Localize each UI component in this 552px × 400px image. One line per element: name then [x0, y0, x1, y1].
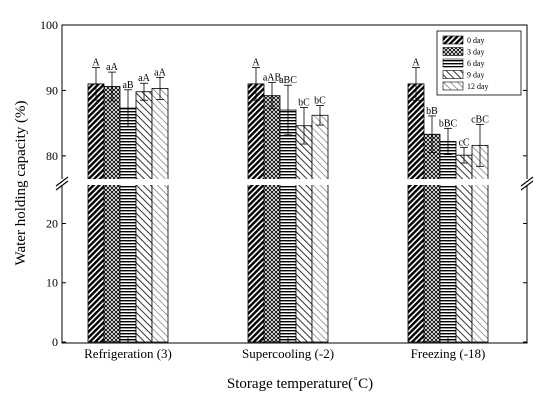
axis-ticks-layer: 0 10 20 80 90 100 Refrigeration (3) Supercoolin… [40, 18, 527, 361]
significance-label: cC [458, 137, 469, 148]
y-tick-label: 80 [46, 149, 58, 163]
legend-label: 9 day [467, 71, 485, 80]
legend-label: 12 day [467, 82, 489, 91]
y-tick-label: 100 [40, 18, 58, 32]
bar [119, 107, 137, 343]
bar [279, 109, 297, 343]
x-tick-label: Supercooling (-2) [242, 346, 334, 361]
axis-break-gap [52, 179, 539, 185]
legend-label: 0 day [467, 36, 485, 45]
legend-label: 3 day [467, 48, 485, 57]
legend-swatch [442, 58, 464, 68]
significance-label: bBC [439, 118, 458, 129]
x-axis-title: Storage temperature(˚C) [227, 376, 373, 392]
bar [407, 83, 425, 343]
legend-swatch [442, 47, 464, 56]
y-tick-label: 90 [46, 83, 58, 97]
bar [87, 83, 105, 343]
bar [263, 95, 281, 343]
bar [423, 133, 441, 343]
x-tick-label: Freezing (-18) [411, 346, 486, 361]
significance-label: aA [106, 62, 118, 73]
y-tick-label: 10 [46, 276, 58, 290]
bar [135, 91, 153, 343]
legend-swatch [442, 35, 464, 45]
legend-swatch [442, 70, 464, 79]
y-axis-title: Water holding capacity (%) [13, 101, 29, 266]
significance-label: A [92, 58, 100, 69]
significance-label: bC [314, 95, 326, 106]
significance-label: cBC [471, 114, 489, 125]
bar [247, 83, 265, 343]
significance-label: A [252, 58, 260, 69]
axis-break-marks [55, 176, 534, 191]
y-tick-label: 20 [46, 216, 58, 230]
significance-labels-layer: A A AaA aAB bB aB aBC bBC aA bC cC aA bC cBC [92, 58, 489, 149]
significance-label: aB [122, 80, 133, 91]
significance-label: aA [154, 67, 166, 78]
error-bars-layer [92, 67, 484, 167]
bar [471, 144, 489, 343]
legend: 0 day 3 day 6 day 9 day 12 day [436, 30, 522, 96]
significance-label: aA [138, 73, 150, 84]
significance-label: bC [298, 97, 310, 108]
bar [151, 88, 169, 343]
significance-label: aBC [279, 75, 297, 86]
bar [103, 86, 121, 343]
legend-label: 6 day [467, 59, 485, 68]
bar [439, 141, 457, 343]
bar [295, 125, 313, 343]
significance-label: bB [426, 106, 438, 117]
legend-swatch [442, 81, 464, 91]
bar [311, 114, 329, 343]
significance-label: A [412, 58, 420, 69]
x-tick-label: Refrigeration (3) [84, 346, 172, 361]
significance-label: aAB [263, 73, 282, 84]
y-tick-label: 0 [52, 335, 58, 349]
